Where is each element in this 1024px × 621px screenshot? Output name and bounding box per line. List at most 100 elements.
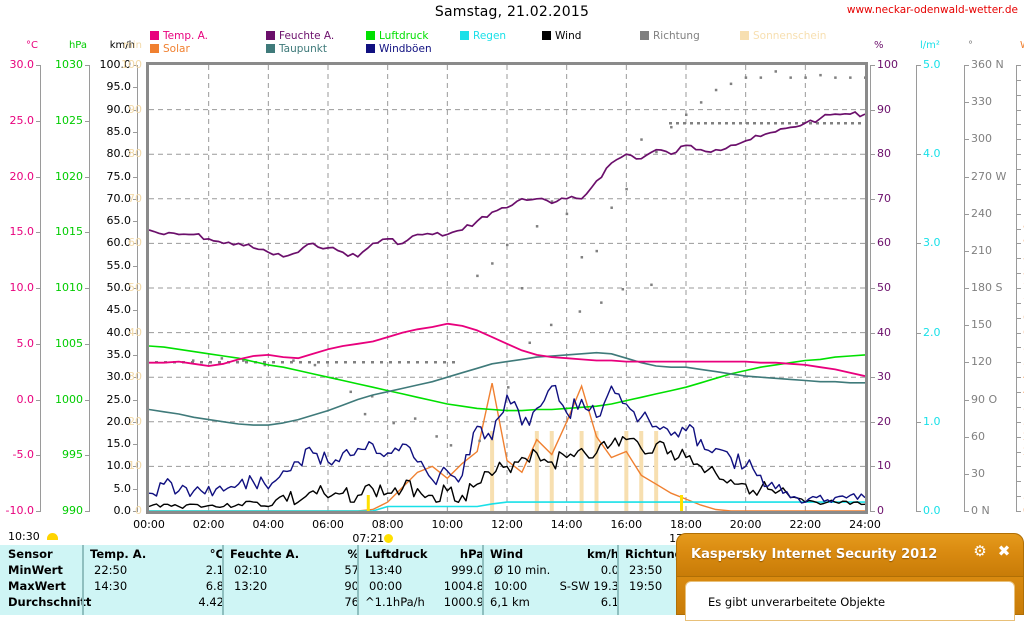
axis-tick-label: 1010 xyxy=(55,281,83,294)
axis-tick-label: 10.0 xyxy=(106,459,132,473)
axis-tick xyxy=(964,176,969,178)
gear-icon[interactable]: ⚙ xyxy=(973,542,987,560)
legend-gusts[interactable]: Windböen xyxy=(366,44,432,55)
axis-tick xyxy=(870,288,875,289)
stats-row-label: Durchschnitt xyxy=(8,595,92,609)
axis-tick xyxy=(85,65,90,66)
axis-tick xyxy=(133,444,138,446)
legend-direction[interactable]: Richtung xyxy=(640,31,700,42)
axis-tick xyxy=(133,399,138,401)
axis-tick-label: 45.0 xyxy=(106,303,132,317)
axis-tick xyxy=(133,198,138,200)
axis-tick-label: 50.0 xyxy=(106,281,132,294)
axis-tick-label: 40 xyxy=(877,325,891,339)
axis-tick xyxy=(1016,273,1021,275)
axis-tick xyxy=(85,120,90,122)
axis-tick-label: 25.0 xyxy=(106,392,132,406)
legend-temp[interactable]: Temp. A. xyxy=(150,31,208,42)
sunrise-label: 07:21 xyxy=(352,532,385,545)
x-axis-label: 12:00 xyxy=(491,518,523,531)
axis-tick-label: 990 xyxy=(62,504,83,517)
stats-column-separator xyxy=(482,545,484,615)
legend-dewpoint[interactable]: Taupunkt xyxy=(266,44,327,55)
axis-tick xyxy=(964,139,969,141)
axis-tick-label: 85.0 xyxy=(106,124,132,138)
axis-tick-label: 20 xyxy=(128,414,142,428)
kaspersky-panel: Es gibt unverarbeitete Objekte xyxy=(685,581,1015,621)
axis-tick-label: 90 xyxy=(877,102,891,116)
axis-tick-label: 80 xyxy=(877,147,891,161)
axis-tick-label: 1000 xyxy=(55,392,83,406)
axis-tick-label: 20 xyxy=(877,414,891,428)
axis-tick xyxy=(1016,198,1021,200)
axis-tick-label: 360 N xyxy=(971,58,1004,71)
axis-tick xyxy=(85,176,90,178)
axis-tick xyxy=(964,65,969,66)
stats-column-separator xyxy=(82,545,84,615)
axis-tick-label: 0 xyxy=(135,504,142,517)
axis-tick xyxy=(964,325,969,327)
kaspersky-notification[interactable]: Kaspersky Internet Security 2012 ⚙ ✖ Es … xyxy=(676,533,1024,621)
x-axis-label: 10:00 xyxy=(431,518,464,531)
axis-tick-label: 60.0 xyxy=(106,236,132,250)
legend-wind-swatch xyxy=(542,31,551,40)
axis-tick xyxy=(916,243,921,245)
legend-humidity[interactable]: Feuchte A. xyxy=(266,31,334,42)
axis-tick xyxy=(964,399,969,401)
axis-tick xyxy=(85,399,90,401)
axis-tick-label: 0.0 xyxy=(113,504,132,517)
stats-cell: 76 xyxy=(344,595,359,609)
site-url: www.neckar-odenwald-wetter.de xyxy=(846,4,1018,16)
axis-tick xyxy=(1016,228,1021,230)
axis-tick xyxy=(1016,362,1021,364)
axis-tick xyxy=(133,466,138,468)
x-axis-label: 20:00 xyxy=(729,518,762,531)
axis-tick xyxy=(1016,183,1021,185)
stats-cell: Feuchte A. xyxy=(230,547,300,561)
axis-tick xyxy=(133,377,138,379)
axis-tick-label: 70 xyxy=(877,191,891,205)
stats-cell: 00:00 xyxy=(369,579,403,593)
close-icon[interactable]: ✖ xyxy=(997,542,1011,560)
axis-tick-label: 10 xyxy=(877,459,891,473)
axis-tick xyxy=(133,488,138,490)
axis-tick-label: 2.0 xyxy=(923,325,941,339)
stats-column-separator xyxy=(222,545,224,615)
axis-rule xyxy=(916,65,917,511)
weather-plot[interactable] xyxy=(146,62,868,514)
stats-cell: 1000.9 xyxy=(443,595,484,609)
legend-sunshine[interactable]: Sonnenschein xyxy=(740,31,826,42)
axis-tick xyxy=(1016,436,1021,438)
x-axis-label: 00:00 xyxy=(133,518,165,531)
stats-row-label: Sensor xyxy=(8,547,53,561)
x-axis-label: 02:00 xyxy=(192,518,225,531)
stats-cell: S-SW 19.3 xyxy=(559,579,619,593)
axis-tick-label: 180 S xyxy=(971,281,1003,294)
kaspersky-body: Es gibt unverarbeitete Objekte xyxy=(676,577,1024,621)
axis-tick xyxy=(85,232,90,234)
axis-tick-label: 50 xyxy=(877,281,891,294)
stats-cell: Wind xyxy=(490,547,524,561)
axis-tick xyxy=(1016,243,1021,245)
axis-tick xyxy=(1016,406,1021,408)
stats-cell: 19:50 xyxy=(629,579,663,593)
x-axis-label: 16:00 xyxy=(610,518,643,531)
axis-tick xyxy=(1016,347,1021,349)
axis-tick xyxy=(1016,332,1021,334)
axis-tick xyxy=(1016,124,1021,126)
axis-tick-label: 1025 xyxy=(55,113,83,127)
legend-pressure[interactable]: Luftdruck xyxy=(366,31,428,42)
legend-wind[interactable]: Wind xyxy=(542,31,581,42)
stats-cell: 4.42 xyxy=(198,595,224,609)
stats-cell: 13:40 xyxy=(369,563,403,577)
legend-solar[interactable]: Solar xyxy=(150,44,190,55)
axis-tick xyxy=(133,421,138,423)
axis-tick-label: 35.0 xyxy=(106,347,132,361)
legend-rain[interactable]: Regen xyxy=(460,31,506,42)
axis-tick-label: 70.0 xyxy=(106,191,132,205)
axis-tick xyxy=(133,354,138,356)
axis-tick xyxy=(133,154,138,156)
stats-cell: 90 xyxy=(344,579,359,593)
axis-tick xyxy=(1016,139,1021,141)
axis-tick xyxy=(964,511,969,512)
